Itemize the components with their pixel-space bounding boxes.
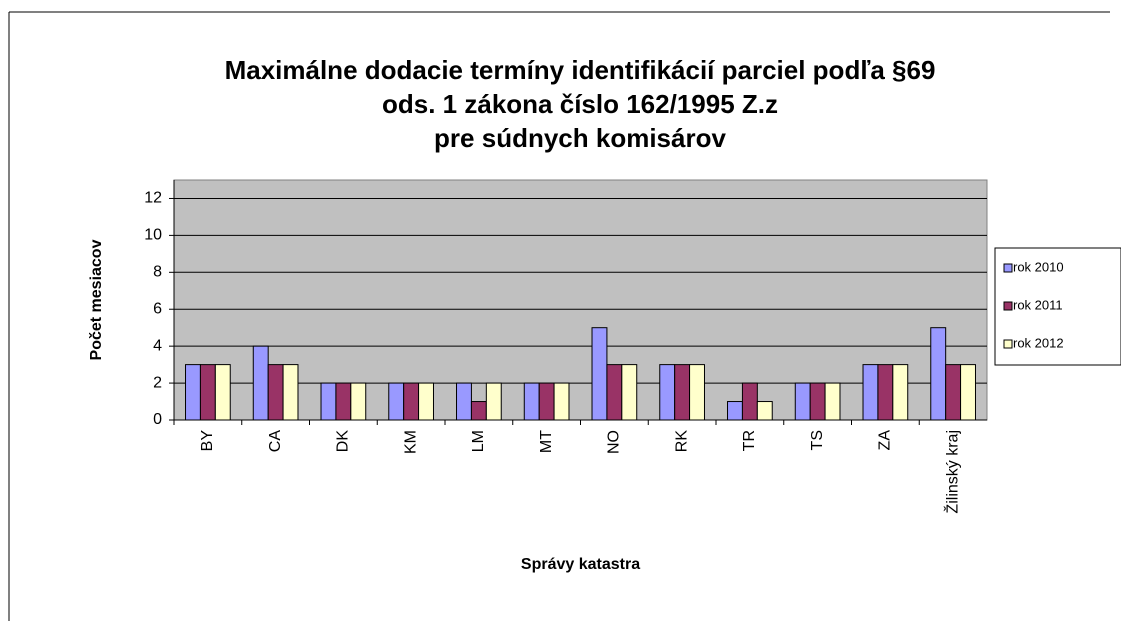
bar [320, 382, 337, 421]
y-tick-label: 4 [153, 337, 162, 354]
x-tick-label: NO [606, 430, 623, 454]
bar [185, 364, 201, 421]
y-tick-label: 0 [153, 411, 162, 428]
legend-label: rok 2011 [1013, 297, 1063, 312]
y-tick-label: 8 [153, 264, 162, 281]
x-tick-label: DK [335, 430, 352, 453]
bar [267, 364, 284, 421]
bar [591, 327, 608, 421]
bar [606, 364, 623, 421]
y-tick-label: 12 [144, 190, 162, 207]
legend-swatch [1003, 263, 1013, 273]
bar [456, 382, 472, 421]
bar [809, 382, 826, 421]
bar [930, 327, 947, 421]
bar [689, 364, 705, 421]
x-tick-label: CA [267, 430, 284, 453]
bar [485, 382, 502, 421]
legend [994, 247, 1121, 366]
x-tick-label: LM [470, 430, 487, 452]
x-tick-label: MT [538, 430, 555, 453]
bar [350, 382, 367, 421]
bar [824, 382, 841, 421]
bar [214, 364, 231, 421]
chart-title: Maximálne dodacie termíny identifikácií … [225, 55, 936, 85]
bar [553, 382, 570, 421]
x-tick-label: BY [199, 430, 216, 452]
bar [282, 364, 299, 421]
y-tick-label: 6 [153, 300, 162, 317]
bar [862, 364, 879, 421]
bar [403, 382, 420, 421]
bar [538, 382, 555, 421]
x-tick-label: Žilinský kraj [942, 430, 961, 514]
bar [388, 382, 405, 421]
bar [621, 364, 638, 421]
y-tick-label: 2 [153, 374, 162, 391]
x-tick-label: TR [741, 430, 758, 451]
bar [523, 382, 540, 421]
legend-swatch [1003, 339, 1013, 349]
chart-title: pre súdnych komisárov [434, 123, 726, 153]
legend-label: rok 2012 [1013, 335, 1064, 350]
bar [659, 364, 676, 421]
bar [756, 401, 773, 421]
bar [741, 382, 758, 421]
bar [877, 364, 894, 421]
bar [674, 364, 691, 421]
legend-label: rok 2010 [1013, 259, 1064, 274]
chart-title: ods. 1 zákona číslo 162/1995 Z.z [382, 89, 778, 119]
bar [960, 364, 976, 421]
bar [418, 382, 434, 421]
y-tick-label: 10 [144, 227, 162, 244]
bar [199, 364, 216, 421]
x-axis-title: Správy katastra [521, 556, 640, 573]
bar [252, 345, 269, 421]
x-tick-label: ZA [877, 430, 894, 451]
x-tick-label: TS [809, 430, 826, 450]
bar [727, 401, 743, 421]
bar [335, 382, 352, 421]
x-tick-label: KM [402, 430, 419, 454]
bar [470, 401, 487, 421]
bar [892, 364, 909, 421]
bar [945, 364, 962, 421]
legend-swatch [1003, 301, 1013, 311]
bar [794, 382, 811, 421]
x-tick-label: RK [673, 430, 690, 453]
y-axis-title: Počet mesiacov [88, 239, 105, 360]
